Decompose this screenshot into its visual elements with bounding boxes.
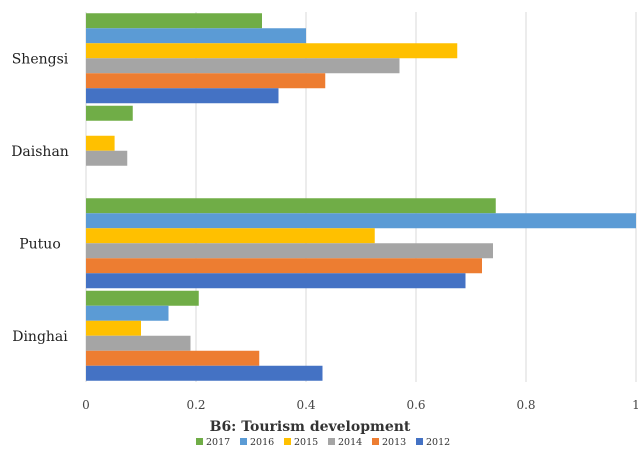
legend-swatch-2016 bbox=[240, 438, 247, 445]
bars-group bbox=[86, 13, 636, 381]
x-tick-label: 0 bbox=[82, 398, 90, 412]
legend-swatch-2015 bbox=[284, 438, 291, 445]
bar-putuo-2015 bbox=[86, 228, 375, 244]
legend-swatch-2017 bbox=[196, 438, 203, 445]
legend-swatch-2013 bbox=[372, 438, 379, 445]
category-label: Putuo bbox=[19, 236, 61, 252]
bar-daishan-2014 bbox=[86, 150, 128, 166]
legend-label: 2014 bbox=[338, 437, 362, 448]
bar-dinghai-2016 bbox=[86, 305, 169, 321]
x-tick-label: 0.4 bbox=[296, 398, 315, 412]
category-label: Dinghai bbox=[12, 329, 68, 345]
x-tick-labels: 0 0.2 0.4 0.6 0.8 1 bbox=[82, 398, 638, 412]
x-tick-label: 1 bbox=[632, 398, 638, 412]
bar-dinghai-2014 bbox=[86, 335, 191, 351]
category-labels: Shengsi Daishan Putuo Dinghai bbox=[11, 51, 69, 345]
bar-shengsi-2015 bbox=[86, 43, 458, 59]
category-label: Shengsi bbox=[12, 51, 69, 67]
bar-dinghai-2015 bbox=[86, 320, 141, 336]
x-axis-title: B6: Tourism development bbox=[210, 419, 411, 435]
bar-putuo-2014 bbox=[86, 243, 493, 259]
bar-daishan-2017 bbox=[86, 105, 133, 121]
legend: 2017 2016 2015 2014 2013 2012 bbox=[196, 437, 450, 448]
legend-label: 2013 bbox=[382, 437, 406, 448]
bar-putuo-2017 bbox=[86, 198, 496, 214]
legend-label: 2016 bbox=[250, 437, 274, 448]
category-label: Daishan bbox=[11, 144, 69, 160]
bar-putuo-2013 bbox=[86, 258, 482, 274]
x-tick-label: 0.8 bbox=[516, 398, 535, 412]
bar-shengsi-2016 bbox=[86, 28, 306, 44]
bar-dinghai-2012 bbox=[86, 365, 323, 381]
x-tick-label: 0.2 bbox=[186, 398, 205, 412]
bar-shengsi-2014 bbox=[86, 58, 400, 74]
bar-putuo-2012 bbox=[86, 273, 466, 289]
bar-putuo-2016 bbox=[86, 213, 636, 229]
bar-daishan-2015 bbox=[86, 135, 115, 151]
x-tick-label: 0.6 bbox=[406, 398, 425, 412]
bar-dinghai-2013 bbox=[86, 350, 260, 366]
legend-label: 2012 bbox=[426, 437, 450, 448]
legend-swatch-2012 bbox=[416, 438, 423, 445]
bar-shengsi-2013 bbox=[86, 73, 326, 89]
bar-dinghai-2017 bbox=[86, 290, 199, 306]
bar-shengsi-2012 bbox=[86, 88, 279, 104]
legend-swatch-2014 bbox=[328, 438, 335, 445]
legend-label: 2017 bbox=[206, 437, 230, 448]
bar-shengsi-2017 bbox=[86, 13, 262, 29]
legend-label: 2015 bbox=[294, 437, 318, 448]
